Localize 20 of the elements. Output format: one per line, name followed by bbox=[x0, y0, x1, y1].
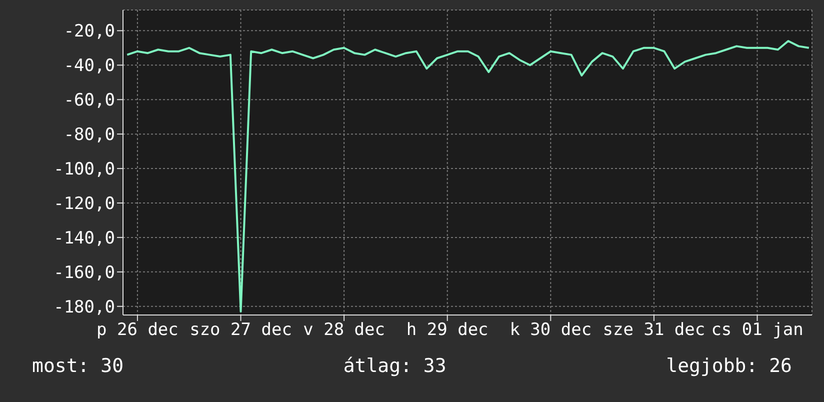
text: átlag: 33 bbox=[343, 355, 446, 377]
x-tick-label: p 26 dec bbox=[96, 320, 178, 340]
y-tick-label: -120,0 bbox=[54, 194, 115, 214]
x-tick-label: szo 27 dec bbox=[190, 320, 292, 340]
y-tick-label: -80,0 bbox=[64, 125, 115, 146]
y-tick-label: -140,0 bbox=[54, 228, 115, 248]
y-tick-label: -20,0 bbox=[64, 22, 115, 42]
x-tick-label: sze 31 dec bbox=[602, 320, 706, 340]
x-tick-label: v 28 dec bbox=[303, 320, 386, 340]
line-series bbox=[126, 40, 810, 313]
text: legjobb: 26 bbox=[666, 355, 792, 377]
x-tick-label: cs 01 jan bbox=[711, 320, 804, 340]
y-tick-label: -100,0 bbox=[54, 160, 115, 180]
x-tick-label: k 30 dec bbox=[510, 320, 592, 340]
y-tick-label: -160,0 bbox=[54, 262, 115, 283]
y-tick-label: -180,0 bbox=[54, 297, 115, 318]
x-tick-label: h 29 dec bbox=[406, 320, 488, 340]
text: most: 30 bbox=[32, 355, 124, 377]
y-tick-label: -60,0 bbox=[64, 90, 115, 111]
y-tick-label: -40,0 bbox=[64, 56, 115, 76]
